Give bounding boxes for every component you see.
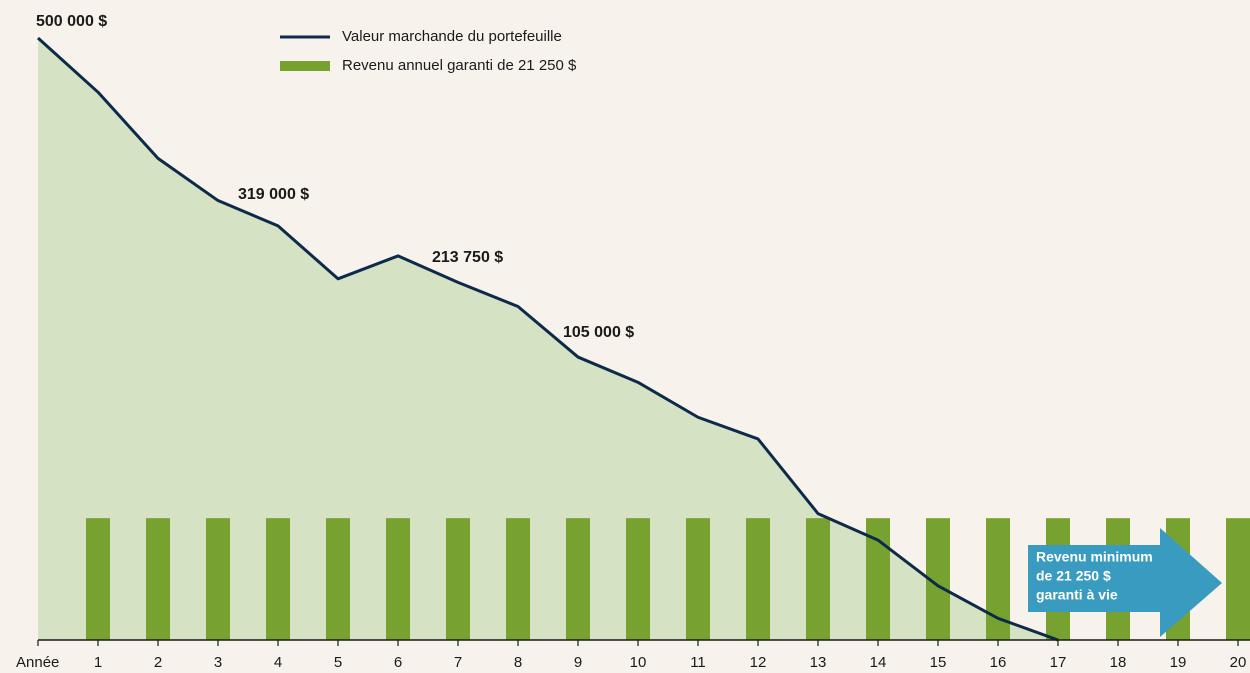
callout-text: Revenu minimum: [1036, 549, 1153, 565]
bar: [326, 518, 350, 640]
bar: [446, 518, 470, 640]
x-tick-label: Année: [16, 654, 59, 671]
legend-label: Valeur marchande du portefeuille: [342, 28, 562, 45]
x-tick-label: 16: [990, 654, 1007, 671]
x-tick-label: 9: [574, 654, 582, 671]
bar: [86, 518, 110, 640]
line: [36, 36, 1059, 642]
bar: [626, 518, 650, 640]
x-tick-label: 3: [214, 654, 222, 671]
bar: [206, 518, 230, 640]
bar: [566, 518, 590, 640]
bar: [686, 518, 710, 640]
bar: [746, 518, 770, 640]
x-tick-label: 17: [1050, 654, 1067, 671]
callout-text: garanti à vie: [1036, 587, 1118, 603]
bar: [386, 518, 410, 640]
annotation: 213 750 $: [432, 249, 503, 266]
bar: [146, 518, 170, 640]
x-tick-label: 18: [1110, 654, 1127, 671]
x-tick-label: 11: [690, 654, 706, 671]
x-tick-label: 19: [1170, 654, 1187, 671]
x-tick-label: 15: [930, 654, 947, 671]
bar: [506, 518, 530, 640]
x-tick-label: 1: [94, 654, 102, 671]
area: [38, 38, 1058, 640]
x-tick-label: 6: [394, 654, 402, 671]
x-tick-label: 20: [1230, 654, 1247, 671]
legend-label: Revenu annuel garanti de 21 250 $: [342, 57, 577, 74]
x-tick-label: 8: [514, 654, 522, 671]
annotation: 500 000 $: [36, 13, 107, 30]
x-tick-label: 7: [454, 654, 462, 671]
x-tick-label: 2: [154, 654, 162, 671]
x-tick-label: 5: [334, 654, 342, 671]
callout-arrow: [1028, 528, 1222, 637]
bar: [266, 518, 290, 640]
x-tick-label: 10: [630, 654, 647, 671]
x-tick-label: 14: [870, 654, 887, 671]
bar: [1226, 518, 1250, 640]
callout-text: de 21 250 $: [1036, 568, 1111, 584]
x-tick-label: 13: [810, 654, 827, 671]
x-tick-label: 12: [750, 654, 767, 671]
legend-swatch: [280, 61, 330, 71]
annotation: 105 000 $: [563, 324, 634, 341]
x-tick-label: 4: [274, 654, 282, 671]
annotation: 319 000 $: [238, 186, 309, 203]
bar: [806, 518, 830, 640]
